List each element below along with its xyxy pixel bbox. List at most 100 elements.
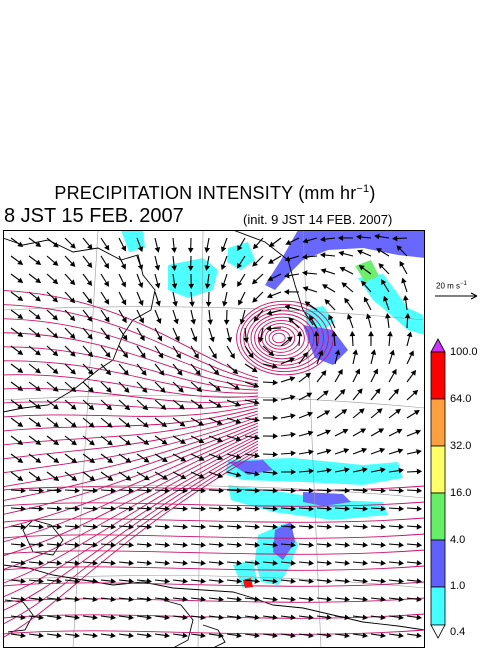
wind-vector: [136, 435, 150, 445]
wind-vector: [406, 578, 423, 584]
wind-vector: [370, 632, 386, 639]
wind-vector: [402, 295, 409, 311]
wind-vector: [252, 255, 264, 267]
isobar: [3, 533, 425, 539]
wind-vector: [316, 632, 332, 639]
wind-vector: [10, 542, 27, 548]
wind-vector: [208, 453, 224, 461]
wind-vector: [82, 435, 95, 446]
isobar: [3, 449, 259, 625]
wind-vector: [337, 235, 354, 241]
wind-vector: [334, 560, 351, 566]
wind-vector: [406, 429, 422, 437]
wind-vector: [406, 449, 422, 455]
wind-vector: [370, 368, 379, 383]
wind-vector: [100, 542, 117, 548]
wind-vector: [352, 542, 369, 548]
wind-vector: [262, 614, 279, 621]
isobar: [3, 413, 259, 460]
wind-vector: [154, 614, 171, 621]
wind-vector: [334, 523, 351, 530]
wind-vector: [226, 560, 243, 566]
wind-vector: [399, 260, 408, 275]
wind-vector: [154, 237, 161, 253]
wind-vector: [190, 345, 199, 360]
wind-vector: [370, 447, 386, 455]
wind-vector: [204, 273, 211, 290]
wind-vector: [10, 363, 24, 373]
wind-vector: [118, 560, 135, 566]
wind-vector: [64, 345, 76, 357]
wind-vector: [208, 381, 221, 392]
wind-vector: [46, 523, 63, 530]
wind-vector: [298, 523, 315, 530]
wind-vector: [154, 542, 171, 548]
wind-vector: [190, 435, 205, 444]
wind-vector: [406, 389, 419, 401]
wind-vector: [154, 560, 171, 566]
wind-vector: [10, 327, 24, 337]
wind-vector: [304, 301, 318, 311]
wind-vector: [136, 505, 153, 512]
wind-vector: [316, 467, 332, 474]
wind-vector: [244, 505, 261, 512]
wind-vector: [172, 596, 189, 603]
wind-vector: [406, 487, 423, 494]
wind-vector: [288, 317, 300, 329]
wind-vector: [100, 309, 110, 323]
wind-vector: [172, 435, 186, 444]
wind-vector: [298, 449, 314, 456]
wind-vector: [82, 363, 94, 375]
wind-vector: [64, 327, 76, 339]
wind-vector: [10, 417, 24, 427]
isobar: [250, 313, 315, 363]
wind-vector: [118, 255, 126, 270]
wind-vector: [64, 237, 76, 249]
wind-vector: [64, 560, 81, 566]
wind-vector: [190, 632, 206, 639]
wind-vector: [352, 428, 367, 437]
wind-vector: [208, 596, 225, 603]
wind-vector: [46, 453, 60, 463]
wind-vector: [319, 252, 336, 258]
wind-vector: [220, 237, 228, 253]
wind-vector: [392, 235, 408, 242]
wind-vector: [352, 505, 369, 512]
wind-vector: [244, 596, 261, 603]
wind-vector: [46, 273, 59, 285]
wind-vector: [118, 542, 135, 548]
wind-vector: [118, 614, 135, 621]
wind-vector: [136, 632, 152, 639]
wind-vector: [208, 417, 223, 425]
wind-vector: [226, 523, 243, 530]
wind-vector: [154, 327, 163, 342]
wind-vector: [223, 309, 230, 326]
isobar: [3, 629, 425, 635]
wind-vector: [298, 578, 315, 584]
wind-vector: [100, 381, 112, 393]
wind-vector: [220, 255, 228, 271]
wind-vector: [334, 578, 351, 584]
wind-vector: [28, 523, 45, 530]
wind-vector: [406, 369, 417, 383]
wind-vector: [352, 487, 369, 494]
wind-vector: [262, 397, 279, 403]
scale-tick-label: 4.0: [450, 534, 466, 546]
wind-vector: [298, 614, 315, 621]
wind-vector: [172, 632, 188, 639]
wind-vector: [187, 237, 194, 254]
init-time: (init. 9 JST 14 FEB. 2007): [243, 212, 393, 227]
wind-vector: [316, 505, 333, 512]
valid-time: 8 JST 15 FEB. 2007: [4, 205, 184, 227]
wind-vector: [406, 410, 420, 419]
wind-vector: [64, 291, 76, 304]
wind-vector: [136, 417, 149, 428]
wind-vector: [262, 505, 279, 512]
wind-vector: [358, 265, 372, 275]
wind-vector: [190, 453, 205, 461]
wind-vector: [208, 542, 225, 548]
isobar: [3, 434, 259, 557]
wind-vector: [316, 596, 333, 603]
wind-vector: [253, 309, 264, 322]
wind-vector: [46, 505, 63, 512]
